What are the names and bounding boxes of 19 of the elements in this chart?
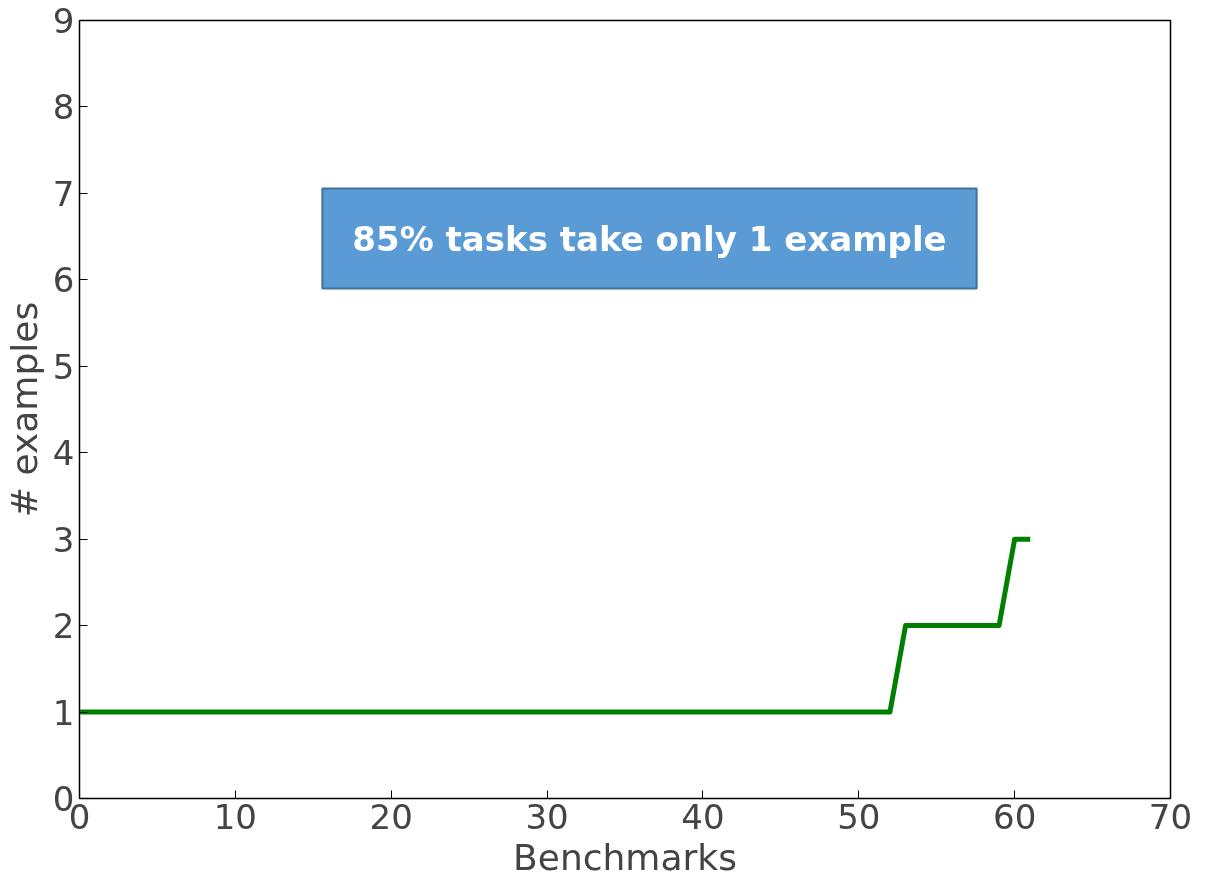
- y-tick-label: 7: [52, 173, 75, 214]
- x-tick-label: 50: [837, 796, 881, 837]
- y-tick-label: 2: [52, 606, 75, 647]
- x-tick-label: 10: [213, 796, 257, 837]
- y-tick-label: 6: [52, 260, 75, 301]
- y-tick-label: 5: [52, 346, 75, 387]
- y-tick-label: 4: [52, 433, 75, 474]
- y-tick-label: 1: [52, 692, 75, 733]
- annotation: 85% tasks take only 1 example: [352, 218, 947, 259]
- y-axis-title: # examples: [3, 301, 45, 518]
- x-tick-label: 40: [681, 796, 725, 837]
- y-tick-label: 9: [52, 1, 75, 41]
- y-tick-label: 8: [52, 87, 75, 128]
- y-tick-label: 3: [52, 519, 75, 560]
- x-tick-label: 60: [993, 796, 1037, 837]
- x-tick-label: 20: [369, 796, 413, 837]
- x-axis-title: Benchmarks: [513, 836, 737, 878]
- x-tick-label: 30: [525, 796, 569, 837]
- x-tick-label: 70: [1148, 796, 1193, 837]
